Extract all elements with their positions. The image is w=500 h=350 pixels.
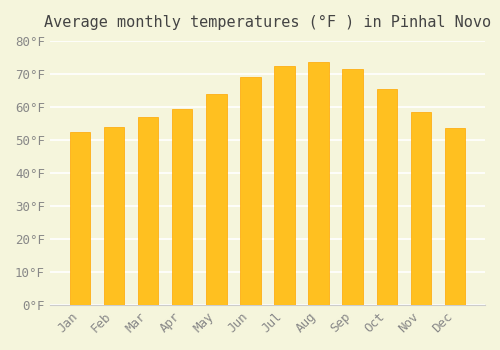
Bar <box>376 89 397 305</box>
Bar <box>308 62 329 305</box>
Bar <box>445 128 465 305</box>
Bar <box>342 69 363 305</box>
Bar <box>274 66 294 305</box>
Bar <box>104 127 124 305</box>
Bar <box>172 108 193 305</box>
Bar <box>240 77 260 305</box>
Title: Average monthly temperatures (°F ) in Pinhal Novo: Average monthly temperatures (°F ) in Pi… <box>44 15 491 30</box>
Bar <box>70 132 90 305</box>
Bar <box>138 117 158 305</box>
Bar <box>410 112 431 305</box>
Bar <box>206 94 227 305</box>
